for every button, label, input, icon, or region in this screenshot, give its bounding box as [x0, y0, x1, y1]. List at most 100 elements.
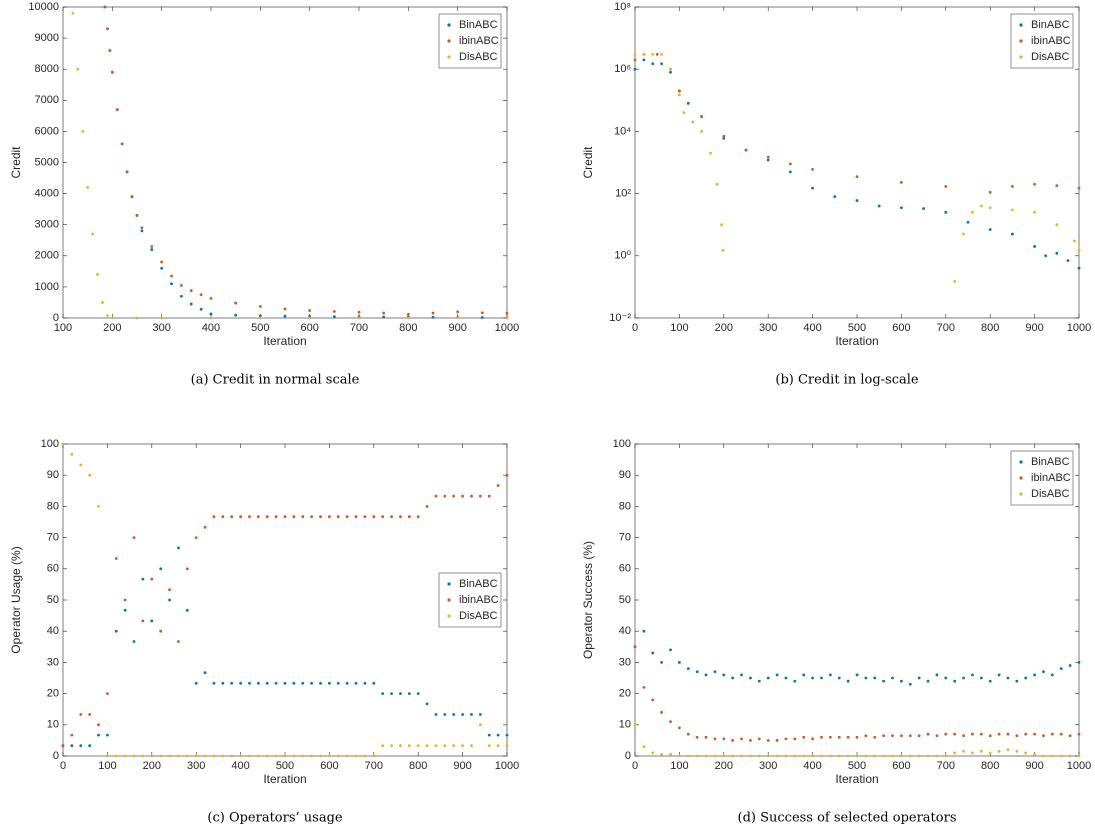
y-tick-label: 5000	[35, 156, 59, 168]
data-point	[766, 739, 770, 742]
data-point	[496, 744, 500, 748]
data-point	[328, 515, 331, 519]
data-point	[660, 661, 664, 664]
x-tick-label: 100	[54, 322, 72, 334]
data-point	[425, 702, 429, 706]
data-point	[91, 232, 94, 236]
data-point	[962, 232, 965, 236]
data-point	[926, 732, 930, 736]
data-point	[793, 737, 797, 741]
x-tick-label: 500	[276, 760, 294, 772]
data-point	[88, 713, 92, 716]
plot-area	[634, 443, 1080, 757]
x-tick-label: 300	[759, 760, 777, 772]
caption: (c) Operators’ usage	[207, 811, 343, 826]
data-point	[855, 754, 859, 758]
x-tick-label: 700	[937, 322, 955, 334]
data-point	[194, 681, 198, 685]
data-point	[357, 316, 361, 320]
y-tick-label: 10⁸	[614, 1, 631, 13]
data-point	[496, 733, 500, 737]
data-point	[1077, 248, 1081, 252]
data-point	[1033, 732, 1036, 736]
y-tick-label: 10000	[28, 1, 59, 13]
x-tick-label: 0	[60, 760, 66, 772]
x-tick-label: 800	[981, 322, 999, 334]
data-point	[452, 713, 456, 716]
data-point	[150, 577, 154, 581]
data-point	[150, 248, 154, 251]
legend-marker	[447, 39, 451, 43]
legend-label: DisABC	[1031, 51, 1070, 63]
data-point	[891, 734, 894, 738]
data-point	[70, 452, 74, 456]
data-point	[651, 52, 655, 56]
y-tick-label: 10⁻²	[609, 312, 631, 324]
data-point	[194, 754, 198, 758]
data-point	[434, 744, 438, 748]
data-point	[979, 732, 983, 736]
data-point	[170, 274, 173, 278]
data-point	[766, 155, 770, 159]
data-point	[811, 737, 814, 741]
legend-label: ibinABC	[1031, 472, 1071, 484]
data-point	[944, 210, 948, 214]
data-point	[900, 734, 903, 738]
data-point	[651, 62, 655, 66]
data-point	[811, 186, 814, 190]
data-point	[332, 310, 336, 313]
data-point	[784, 754, 788, 758]
y-tick-label: 10	[619, 719, 631, 731]
data-point	[935, 754, 939, 758]
data-point	[1015, 749, 1019, 753]
data-point	[757, 679, 761, 683]
legend-label: ibinABC	[459, 35, 499, 47]
data-point	[682, 111, 686, 115]
data-point	[274, 681, 278, 685]
data-point	[855, 673, 859, 677]
data-point	[713, 754, 717, 758]
data-point	[185, 608, 189, 612]
y-tick-label: 8000	[35, 63, 59, 75]
data-point	[363, 515, 367, 519]
legend-label: DisABC	[459, 51, 498, 63]
data-point	[713, 670, 717, 674]
data-point	[265, 515, 269, 519]
data-point	[114, 754, 118, 758]
data-point	[1033, 673, 1036, 677]
data-point	[209, 297, 213, 300]
data-point	[789, 162, 792, 166]
legend-marker	[1019, 476, 1023, 480]
data-point	[354, 754, 358, 758]
x-tick-label: 600	[320, 760, 338, 772]
legend-label: ibinABC	[459, 594, 499, 606]
plot-area	[62, 443, 508, 757]
data-point	[1006, 676, 1010, 680]
data-point	[655, 52, 659, 56]
data-point	[258, 305, 262, 308]
data-point	[704, 673, 708, 677]
data-point	[1077, 732, 1081, 736]
data-point	[390, 744, 393, 748]
data-point	[811, 754, 814, 758]
data-point	[230, 681, 234, 685]
data-point	[846, 735, 850, 739]
data-point	[944, 185, 948, 188]
data-point	[108, 49, 112, 52]
data-point	[731, 739, 735, 742]
y-tick-label: 3000	[35, 219, 59, 231]
legend-marker	[1019, 39, 1023, 43]
data-point	[944, 676, 948, 680]
data-point	[407, 515, 411, 519]
data-point	[407, 692, 411, 695]
data-point	[775, 739, 779, 742]
data-point	[686, 101, 690, 105]
legend-marker	[1019, 23, 1023, 27]
data-point	[757, 754, 761, 758]
data-point	[461, 744, 464, 748]
y-axis-label: Operator Success (%)	[581, 541, 595, 659]
data-point	[966, 220, 970, 224]
data-point	[1011, 232, 1014, 236]
data-point	[882, 734, 886, 738]
data-point	[115, 108, 119, 112]
